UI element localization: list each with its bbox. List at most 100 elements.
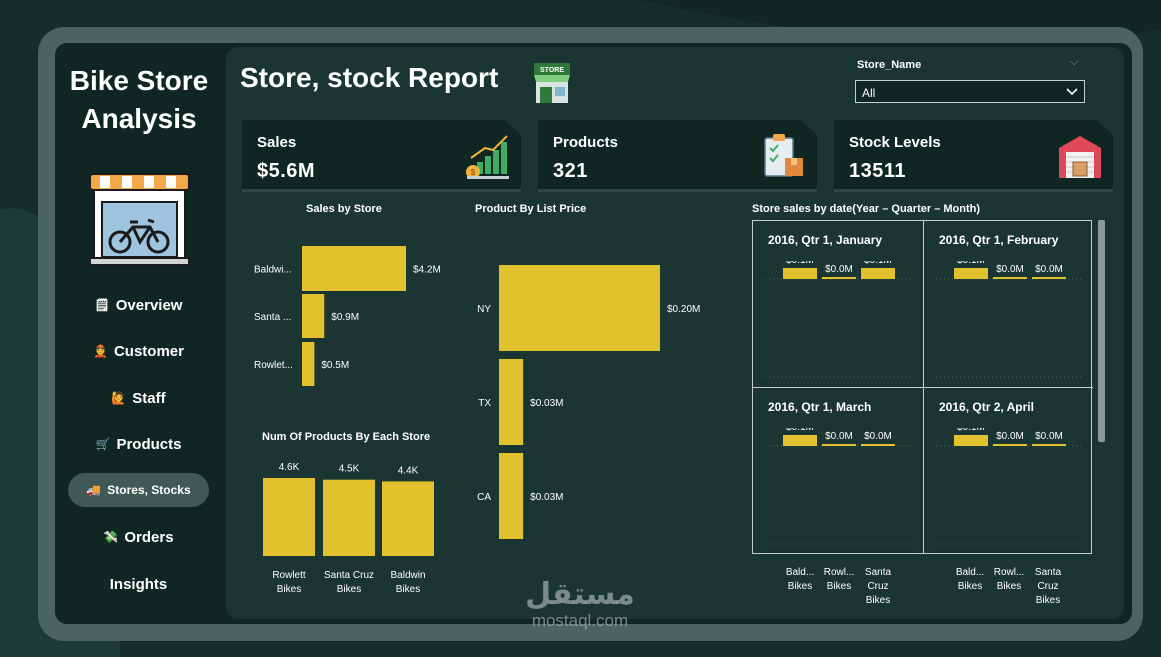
category-label: Bikes — [827, 581, 851, 592]
bar — [861, 268, 895, 279]
products-by-store-chart: 4.6K Rowlett Bikes 4.5K Santa Cruz Bikes 4.4K B… — [263, 462, 434, 595]
category-label: Bald... — [786, 567, 814, 578]
sales-by-store-title: Sales by Store — [306, 203, 382, 215]
bar — [783, 268, 817, 279]
store-icon: STORE — [534, 63, 570, 103]
nav-overview[interactable]: 🗒 Overview — [68, 288, 209, 322]
category-label: Baldwin — [390, 570, 425, 581]
category-label: TX — [478, 398, 491, 409]
sales-by-date-title: Store sales by date(Year – Quarter – Mon… — [752, 203, 981, 215]
category-label: Bikes — [997, 581, 1021, 592]
kpi-sales-value: $5.6M — [257, 160, 316, 182]
matrix-cell-title: 2016, Qtr 2, April — [939, 400, 1034, 414]
nav-insights[interactable]: Insights — [68, 567, 209, 601]
category-label: Bikes — [866, 595, 890, 606]
nav-stores-stocks-label: Stores, Stocks — [107, 483, 191, 497]
data-label: $0.0M — [1035, 264, 1063, 275]
warehouse-icon — [1059, 136, 1101, 178]
data-label: $0.20M — [667, 304, 700, 315]
kpi-products-value: 321 — [553, 160, 588, 182]
list-price-chart: NY $0.20M TX $0.03M CA $0.03M — [477, 265, 700, 539]
bar — [993, 277, 1027, 279]
store-name-select[interactable]: All — [855, 80, 1085, 103]
nav-orders[interactable]: 💸 Orders — [68, 520, 209, 554]
data-label: $0.03M — [530, 492, 563, 503]
data-label: 4.6K — [279, 462, 300, 473]
data-label: $0.1M — [786, 428, 814, 433]
matrix-category-axis: Bald... Bikes Rowl... Bikes Santa Cruz Bikes Ba… — [786, 567, 1062, 606]
data-label: $0.0M — [996, 264, 1024, 275]
bar — [323, 479, 375, 556]
data-label: 4.5K — [339, 464, 360, 475]
matrix-cell-title: 2016, Qtr 1, January — [768, 233, 883, 247]
data-label: $0.1M — [957, 261, 985, 266]
matrix-cell-title: 2016, Qtr 1, February — [939, 233, 1059, 247]
svg-text:$: $ — [471, 168, 476, 177]
truck-icon: 🚚 — [86, 483, 102, 497]
data-label: $0.5M — [321, 360, 349, 371]
bar — [822, 444, 856, 446]
person-icon: 👲 — [93, 344, 108, 358]
data-label: $0.1M — [864, 261, 892, 266]
app-title-line1: Bike Store — [69, 65, 209, 96]
data-label: $0.0M — [996, 431, 1024, 442]
data-label: $0.0M — [1035, 431, 1063, 442]
bar — [263, 478, 315, 556]
matrix-cell: 2016, Qtr 2, April $0.1M $0.0M $0.0M — [923, 387, 1093, 553]
bar — [954, 268, 988, 279]
mini-bar-chart: $0.1M $0.0M $0.0M — [936, 428, 1082, 545]
watermark-arabic: مستقل — [525, 578, 635, 611]
document-icon: 🗒 — [94, 298, 110, 312]
category-label: Rowl... — [824, 567, 855, 578]
kpi-products-label: Products — [553, 134, 619, 151]
data-label: $0.9M — [331, 312, 359, 323]
nav-orders-label: Orders — [124, 528, 174, 546]
bar — [302, 294, 325, 338]
category-label: NY — [477, 304, 491, 315]
bar — [499, 265, 660, 351]
matrix-cell: 2016, Qtr 1, March $0.1M $0.0M $0.0M — [753, 387, 923, 553]
data-label: 4.4K — [398, 465, 419, 476]
bar — [302, 246, 406, 291]
store-name-select-value: All — [862, 86, 876, 100]
category-label: Rowlet... — [254, 360, 293, 371]
category-label: Santa — [1035, 567, 1062, 578]
nav-insights-label: Insights — [109, 575, 168, 593]
data-label: $0.0M — [825, 431, 853, 442]
money-icon: 💸 — [103, 530, 119, 544]
chevron-down-icon[interactable]: ⌵ — [1070, 56, 1079, 68]
category-label: Santa Cruz — [324, 570, 374, 581]
mini-bar-chart: $0.1M $0.0M $0.1M — [765, 261, 911, 378]
slicer-label: Store_Name — [857, 59, 922, 71]
bar — [1032, 444, 1066, 446]
category-label: Santa ... — [254, 312, 291, 323]
category-label: Bikes — [396, 584, 420, 595]
bar — [499, 453, 524, 539]
nav-overview-label: Overview — [115, 296, 183, 314]
page-title: Store, stock Report — [240, 62, 499, 93]
bar — [783, 435, 817, 446]
category-label: Rowl... — [994, 567, 1025, 578]
matrix-scrollbar[interactable] — [1098, 220, 1105, 442]
nav-staff-label: Staff — [132, 389, 166, 407]
app-title-line2: Analysis — [81, 103, 197, 134]
data-label: $0.0M — [825, 264, 853, 275]
sales-by-store-chart: Baldwi... $4.2M Santa ... $0.9M Rowlet... $0.… — [254, 246, 441, 386]
clipboard-box-icon — [764, 134, 803, 177]
bike-store-logo-icon — [89, 173, 190, 266]
nav-staff[interactable]: 🙋 Staff — [68, 381, 209, 415]
list-price-title: Product By List Price — [475, 203, 587, 215]
category-label: Santa — [865, 567, 892, 578]
kpi-sales-card: Sales $5.6M $ — [242, 120, 521, 192]
nav-products-label: Products — [116, 435, 182, 453]
nav-customer[interactable]: 👲 Customer — [68, 334, 209, 368]
category-label: Cruz — [867, 581, 888, 592]
nav-stores-stocks[interactable]: 🚚 Stores, Stocks — [68, 473, 209, 507]
category-label: Bikes — [788, 581, 812, 592]
growth-chart-icon: $ — [466, 135, 509, 179]
category-label: Bald... — [956, 567, 984, 578]
data-label: $0.1M — [786, 261, 814, 266]
nav-products[interactable]: 🛒 Products — [68, 427, 209, 461]
watermark-latin: mostaql.com — [531, 611, 629, 630]
bar — [499, 359, 524, 445]
